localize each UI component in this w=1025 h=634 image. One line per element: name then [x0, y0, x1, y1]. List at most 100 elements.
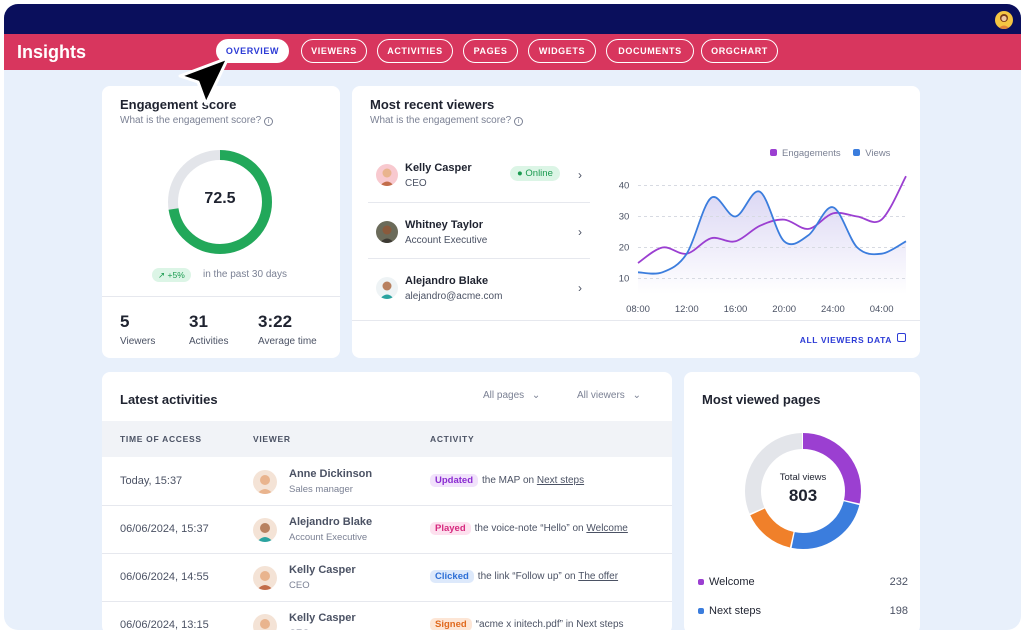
- pages-donut-chart: [745, 433, 861, 549]
- all-viewers-data-link[interactable]: ALL VIEWERS DATA: [799, 335, 892, 345]
- info-icon[interactable]: i: [264, 117, 274, 126]
- access-time: 06/06/2024, 15:37: [120, 523, 209, 535]
- x-tick-label: 04:00: [870, 304, 894, 315]
- divider: [352, 320, 920, 321]
- activity-description: Updated the MAP on Next steps: [430, 474, 584, 487]
- activities-card: Latest activities All pages ⌄ All viewer…: [102, 372, 672, 630]
- most-viewed-card: Most viewed pages Total views 803 Welcom…: [684, 372, 920, 630]
- y-tick-label: 40: [619, 181, 630, 192]
- page-item-next-steps[interactable]: Next steps 198: [698, 605, 908, 617]
- top-bar: [4, 4, 1021, 34]
- y-tick-label: 10: [619, 274, 630, 285]
- app-title: Insights: [17, 42, 87, 62]
- recent-viewers-card: Most recent viewers What is the engageme…: [352, 86, 920, 358]
- engagement-score: 72.5: [204, 190, 236, 207]
- viewer-role: CEO: [289, 580, 310, 591]
- recent-viewers-subtitle: What is the engagement score? i: [370, 115, 524, 126]
- chevron-right-icon[interactable]: ›: [578, 168, 582, 182]
- tab-activities[interactable]: ACTIVITIES: [377, 39, 453, 63]
- column-header[interactable]: ACTIVITY: [430, 434, 475, 444]
- viewer-name: Anne Dickinson: [289, 468, 373, 480]
- activities-title: Latest activities: [120, 392, 218, 407]
- activity-description: Clicked the link “Follow up” on The offer: [430, 570, 618, 583]
- viewer-name: Kelly Casper: [289, 564, 356, 576]
- x-tick-label: 08:00: [626, 304, 650, 315]
- stat-activities-value: 31: [189, 312, 208, 331]
- nav-bar: Insights OVERVIEW VIEWERS ACTIVITIES PAG…: [4, 34, 1021, 70]
- viewer-name: Alejandro Blake: [405, 275, 489, 287]
- x-tick-label: 24:00: [821, 304, 845, 315]
- access-time: Today, 15:37: [120, 475, 183, 487]
- online-badge: ● Online: [510, 166, 560, 181]
- divider: [102, 296, 340, 297]
- column-header[interactable]: TIME OF ACCESS: [120, 434, 202, 444]
- recent-viewers-title: Most recent viewers: [370, 97, 495, 112]
- chevron-down-icon: ⌄: [632, 390, 641, 401]
- filter-viewers[interactable]: All viewers ⌄: [577, 390, 641, 401]
- tab-viewers[interactable]: VIEWERS: [301, 39, 367, 63]
- external-link-icon[interactable]: [897, 333, 906, 342]
- activity-badge: Played: [430, 522, 471, 535]
- engagement-card: Engagement score What is the engagement …: [102, 86, 340, 358]
- viewer-role: CEO: [405, 178, 427, 189]
- total-views-value: 803: [788, 486, 818, 505]
- chevron-right-icon[interactable]: ›: [578, 225, 582, 239]
- table-row[interactable]: Today, 15:37 Anne Dickinson Sales manager U…: [102, 458, 672, 506]
- total-views-label: Total views: [779, 472, 827, 483]
- app-frame: Insights OVERVIEW VIEWERS ACTIVITIES PAG…: [4, 4, 1021, 630]
- activity-description: Played the voice-note “Hello” on Welcome: [430, 522, 628, 535]
- avatar: [376, 277, 398, 299]
- viewer-row-whitney[interactable]: Whitney Taylor Account Executive ›: [368, 202, 590, 258]
- avatar: [376, 221, 398, 243]
- legend-views: Views: [853, 148, 890, 159]
- viewer-row-alejandro[interactable]: Alejandro Blake alejandro@acme.com ›: [368, 258, 590, 314]
- series-line-engagements: [637, 175, 907, 264]
- activity-target-link[interactable]: Next steps: [536, 475, 585, 486]
- most-viewed-title: Most viewed pages: [702, 392, 821, 407]
- access-time: 06/06/2024, 13:15: [120, 619, 209, 630]
- x-tick-label: 12:00: [675, 304, 699, 315]
- activity-text: the voice-note “Hello” on: [474, 523, 584, 534]
- gauge-arc: [168, 150, 272, 254]
- user-avatar[interactable]: [995, 11, 1013, 29]
- viewer-role: alejandro@acme.com: [405, 291, 503, 302]
- chevron-down-icon: ⌄: [531, 390, 541, 401]
- x-tick-label: 16:00: [724, 304, 748, 315]
- filter-pages[interactable]: All pages ⌄: [483, 390, 541, 401]
- donut-slice-next-steps: [745, 433, 861, 549]
- cursor-arrow-icon: [178, 56, 230, 106]
- donut-slice-rest: [745, 433, 861, 549]
- tab-documents[interactable]: DOCUMENTS: [606, 39, 694, 63]
- stat-time-value: 3:22: [258, 312, 293, 331]
- x-tick-label: 20:00: [772, 304, 796, 315]
- viewer-name: Kelly Casper: [405, 162, 472, 174]
- donut-slice-welcome: [745, 433, 861, 549]
- tab-pages[interactable]: PAGES: [463, 39, 518, 63]
- legend-engagements: Engagements: [770, 148, 841, 159]
- change-badge: ↗ +5%: [152, 268, 191, 282]
- y-tick-label: 20: [619, 243, 630, 254]
- activity-target-link[interactable]: The offer: [578, 571, 619, 582]
- avatar: [253, 566, 277, 590]
- access-time: 06/06/2024, 14:55: [120, 571, 209, 583]
- page-item-welcome[interactable]: Welcome 232: [698, 576, 908, 588]
- viewer-role: Sales manager: [289, 484, 353, 495]
- tab-widgets[interactable]: WIDGETS: [528, 39, 596, 63]
- change-text: in the past 30 days: [203, 269, 287, 280]
- activity-description: Signed “acme x initech.pdf” in Next steps: [430, 618, 624, 630]
- table-row[interactable]: 06/06/2024, 14:55 Kelly Casper CEO Clicked t…: [102, 554, 672, 602]
- info-icon[interactable]: i: [514, 117, 524, 126]
- activity-badge: Signed: [430, 618, 472, 630]
- tab-orgchart[interactable]: ORGCHART: [701, 39, 778, 63]
- table-row[interactable]: 06/06/2024, 15:37 Alejandro Blake Account …: [102, 506, 672, 554]
- avatar: [253, 470, 277, 494]
- viewer-name: Kelly Casper: [289, 612, 356, 624]
- viewer-role: Account Executive: [405, 235, 488, 246]
- table-row[interactable]: 06/06/2024, 13:15 Kelly Casper CEO Signed“a…: [102, 602, 672, 630]
- engagement-subtitle: What is the engagement score? i: [120, 115, 274, 126]
- viewer-role: CEO: [289, 628, 310, 630]
- viewer-row-kelly[interactable]: Kelly Casper CEO ● Online ›: [368, 146, 590, 202]
- chevron-right-icon[interactable]: ›: [578, 281, 582, 295]
- column-header[interactable]: VIEWER: [253, 434, 291, 444]
- activity-target-link[interactable]: Welcome: [586, 523, 628, 534]
